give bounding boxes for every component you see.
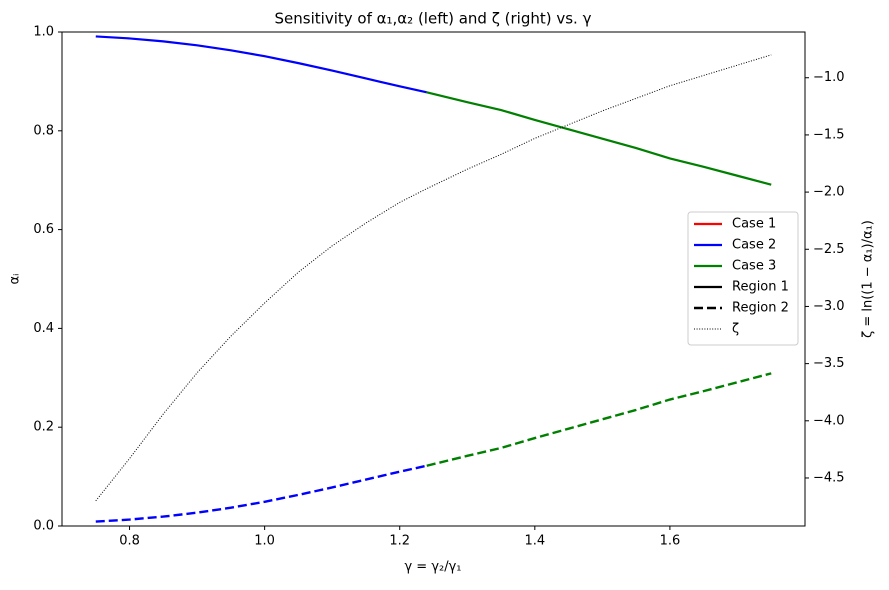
series-line: [95, 464, 428, 523]
x-tick-label: 0.8: [119, 534, 140, 549]
x-tick-label: 1.0: [254, 534, 275, 549]
series-line: [95, 35, 427, 94]
y-tick-label: 0.2: [33, 420, 54, 435]
legend-label: Case 3: [732, 259, 776, 274]
chart-title: Sensitivity of α₁,α₂ (left) and ζ (right…: [275, 10, 592, 28]
x-tick-label: 1.6: [660, 534, 681, 549]
legend-label: Case 2: [732, 238, 776, 253]
legend-label: Case 1: [732, 217, 776, 232]
series-line: [426, 91, 772, 186]
y-tick-label: 0.6: [33, 222, 54, 237]
y-tick-label: 1.0: [33, 25, 54, 40]
x-axis-label: γ = γ₂/γ₁: [404, 560, 461, 575]
legend-label: Region 1: [732, 280, 789, 295]
y-tick-label: 0.4: [33, 321, 54, 336]
y2-tick-label: −3.0: [813, 299, 845, 314]
y-axis-label: αᵢ: [8, 274, 23, 285]
x-tick-label: 1.2: [389, 534, 410, 549]
y2-tick-label: −3.5: [813, 356, 845, 371]
y2-tick-label: −2.5: [813, 242, 845, 257]
y2-tick-label: −4.5: [813, 470, 845, 485]
y2-tick-label: −1.5: [813, 127, 845, 142]
y-tick-label: 0.8: [33, 123, 54, 138]
y-tick-label: 0.0: [33, 519, 54, 534]
y2-tick-label: −2.0: [813, 185, 845, 200]
y2-axis-label: ζ = ln((1 − α₁)/α₁): [861, 220, 876, 338]
legend-label: ζ: [732, 322, 739, 337]
y2-tick-label: −1.0: [813, 70, 845, 85]
legend-box: [687, 211, 799, 346]
plot-frame: [61, 31, 806, 527]
series-line: [95, 54, 772, 502]
x-tick-label: 1.4: [524, 534, 545, 549]
legend-label: Region 2: [732, 301, 789, 316]
y2-tick-label: −4.0: [813, 413, 845, 428]
